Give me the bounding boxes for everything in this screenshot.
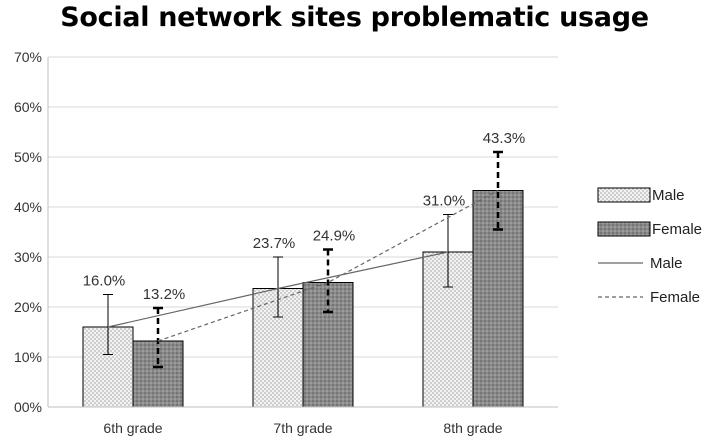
y-tick-label: 60% xyxy=(14,99,42,115)
y-tick-label: 50% xyxy=(14,149,42,165)
y-tick-label: 10% xyxy=(14,349,42,365)
x-tick-label: 6th grade xyxy=(103,420,162,436)
y-tick-label: 70% xyxy=(14,49,42,65)
x-tick-label: 7th grade xyxy=(273,420,332,436)
data-label-male: 31.0% xyxy=(423,193,466,210)
data-label-male: 16.0% xyxy=(83,273,126,290)
legend-male-line-label: Male xyxy=(650,255,683,272)
data-label-female: 43.3% xyxy=(483,130,526,147)
legend-female-line-label: Female xyxy=(650,289,700,306)
legend-male-bar-label: Male xyxy=(652,187,685,204)
x-tick-label: 8th grade xyxy=(443,420,502,436)
legend-female-bar-label: Female xyxy=(652,221,702,238)
chart-title: Social network sites problematic usage xyxy=(60,2,649,33)
y-tick-label: 00% xyxy=(14,399,42,415)
data-label-male: 23.7% xyxy=(253,235,296,252)
y-tick-label: 20% xyxy=(14,299,42,315)
data-label-female: 24.9% xyxy=(313,228,356,245)
y-tick-label: 40% xyxy=(14,199,42,215)
trend-line-female xyxy=(157,189,499,342)
trend-line-male xyxy=(107,251,449,328)
y-tick-label: 30% xyxy=(14,249,42,265)
data-label-female: 13.2% xyxy=(143,286,186,303)
legend-male-bar-swatch xyxy=(597,187,651,203)
legend-female-bar-swatch xyxy=(597,221,651,237)
